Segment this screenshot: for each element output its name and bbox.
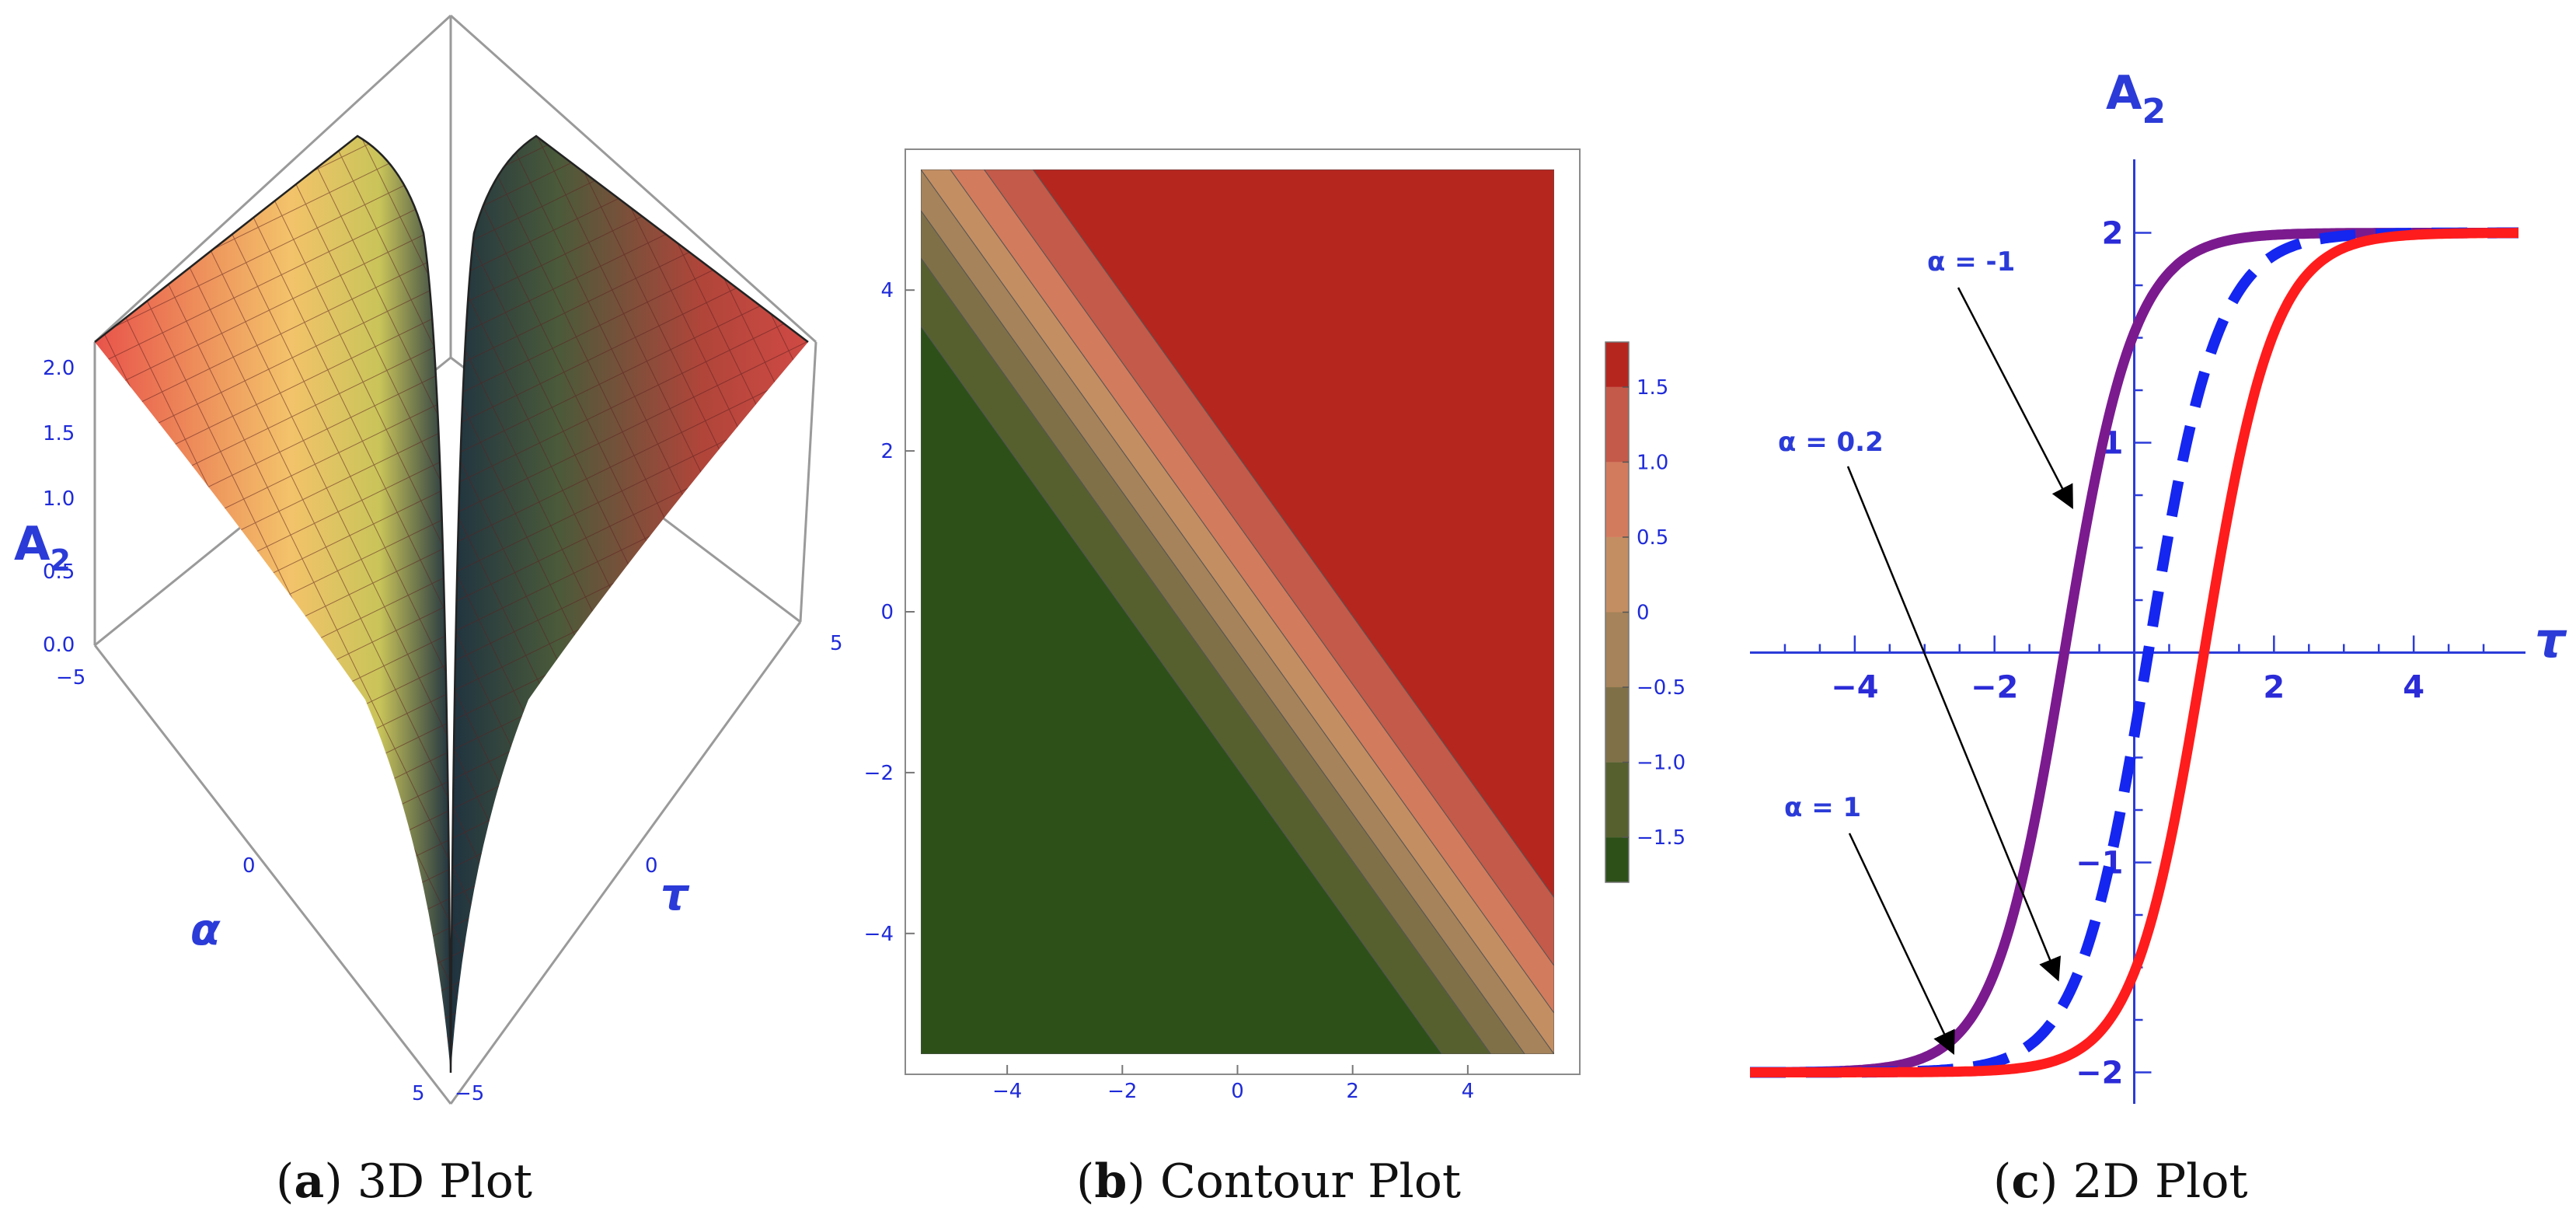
- tau-tick: −5: [455, 1082, 484, 1105]
- series-line: [1750, 228, 2518, 1077]
- y-tick-label: −1: [2076, 846, 2123, 882]
- colorbar-segment: [1605, 687, 1629, 763]
- contour-band: [1032, 169, 1554, 899]
- alpha-axis: −5 0 5 α: [56, 666, 425, 1105]
- annotation-arrow: [1846, 466, 2062, 982]
- colorbar-tick-label: 0.5: [1637, 526, 1668, 550]
- y-tick-label: −2: [2076, 1056, 2123, 1091]
- contour-band: [950, 169, 1554, 1014]
- colorbar-tick-label: 1.5: [1637, 376, 1668, 400]
- z-tick: 0.5: [43, 560, 75, 584]
- x-tick-label: 4: [1462, 1080, 1475, 1103]
- annotation-arrow: [1848, 833, 1955, 1056]
- surface-outline: [94, 134, 809, 1074]
- y-tick-label: −2: [864, 762, 894, 785]
- contour-x-ticks: −4 −2 0 2 4: [992, 1065, 1474, 1103]
- caption-a: (a) 3D Plot: [276, 1154, 532, 1209]
- x-tick-label: 0: [1231, 1080, 1244, 1103]
- y-tick-label: 4: [880, 279, 894, 302]
- colorbar: 1.5 1.0 0.5 0 −0.5 −1.0 −1.5: [1605, 341, 1685, 883]
- y-tick-label: 2: [2102, 216, 2124, 252]
- x-tick-label: 2: [2263, 670, 2285, 706]
- line-axes: −4 −2 2 421−1−2: [1750, 159, 2525, 1104]
- caption-b: (b) Contour Plot: [1076, 1154, 1461, 1209]
- colorbar-segment: [1605, 462, 1629, 537]
- contour-band: [921, 169, 1554, 1054]
- z-tick: 1.5: [43, 422, 75, 445]
- x-tick-label: −2: [1971, 670, 2018, 706]
- annotation-label: α = 1: [1784, 792, 1861, 823]
- x-axis-title: τ: [2535, 612, 2567, 669]
- x-tick-label: 2: [1346, 1080, 1359, 1103]
- z-axis-title: A2: [14, 517, 71, 578]
- colorbar-segment: [1605, 342, 1629, 387]
- colorbar-tick-label: −1.5: [1637, 826, 1685, 850]
- colorbar-segment: [1605, 612, 1629, 688]
- z-tick: 2.0: [43, 357, 75, 380]
- alpha-axis-title: α: [190, 905, 221, 955]
- colorbar-segment: [1605, 762, 1629, 838]
- line-series: [1750, 227, 2518, 1078]
- alpha-tick: 5: [412, 1082, 425, 1105]
- panel-contour-plot: −4 −2 0 2 4 −4 −2 0 2 4 1.5 1.0 0.5 0 −0.5 −1.0 −1.5: [864, 148, 1685, 1103]
- z-tick: 0.0: [43, 634, 75, 657]
- y-axis-title: A2: [2106, 66, 2166, 131]
- annotation-arrow: [1957, 287, 2073, 509]
- x-tick-label: −4: [992, 1080, 1022, 1103]
- tau-tick: 5: [830, 632, 843, 655]
- y-tick-label: 0: [880, 601, 894, 624]
- surface-left-mesh: [95, 136, 451, 1073]
- colorbar-tick-label: 1.0: [1637, 451, 1668, 474]
- contour-y-ticks: −4 −2 0 2 4: [864, 279, 915, 946]
- annotation-label: α = -1: [1927, 246, 2015, 278]
- colorbar-segment: [1605, 386, 1629, 463]
- colorbar-segment: [1605, 536, 1629, 613]
- y-tick-label: −4: [864, 923, 894, 946]
- contour-area: [921, 169, 1554, 1054]
- panel-2d-plot: −4 −2 2 421−1−2 α = -1α = 0.2α = 1 A2 τ: [1750, 66, 2567, 1104]
- y-tick-label: 2: [880, 440, 894, 463]
- colorbar-tick-label: −0.5: [1637, 676, 1685, 700]
- colorbar-segment: [1605, 837, 1629, 882]
- x-tick-label: −4: [1831, 670, 1878, 706]
- tau-tick: 0: [645, 854, 658, 878]
- x-tick-label: 4: [2403, 670, 2424, 706]
- tau-axis-title: τ: [661, 870, 690, 920]
- surface-right-mesh: [451, 136, 808, 1073]
- x-tick-label: −2: [1107, 1080, 1137, 1103]
- panel-3d-plot: 0.0 0.5 1.0 1.5 2.0 A2 −5 0 5 α −5 0 5 τ: [14, 14, 843, 1105]
- annotation-label: α = 0.2: [1778, 427, 1884, 458]
- alpha-tick: −5: [56, 666, 85, 690]
- contour-band: [983, 169, 1554, 967]
- colorbar-tick-label: 0: [1637, 602, 1650, 625]
- tau-axis: −5 0 5 τ: [455, 632, 843, 1105]
- z-tick: 1.0: [43, 487, 75, 511]
- z-axis: 0.0 0.5 1.0 1.5 2.0 A2: [14, 357, 75, 657]
- line-annotations: α = -1 α = 0.2 α = 1: [1778, 246, 2073, 1056]
- alpha-tick: 0: [242, 854, 256, 878]
- colorbar-tick-label: −1.0: [1637, 752, 1685, 775]
- caption-c: (c) 2D Plot: [1993, 1154, 2248, 1209]
